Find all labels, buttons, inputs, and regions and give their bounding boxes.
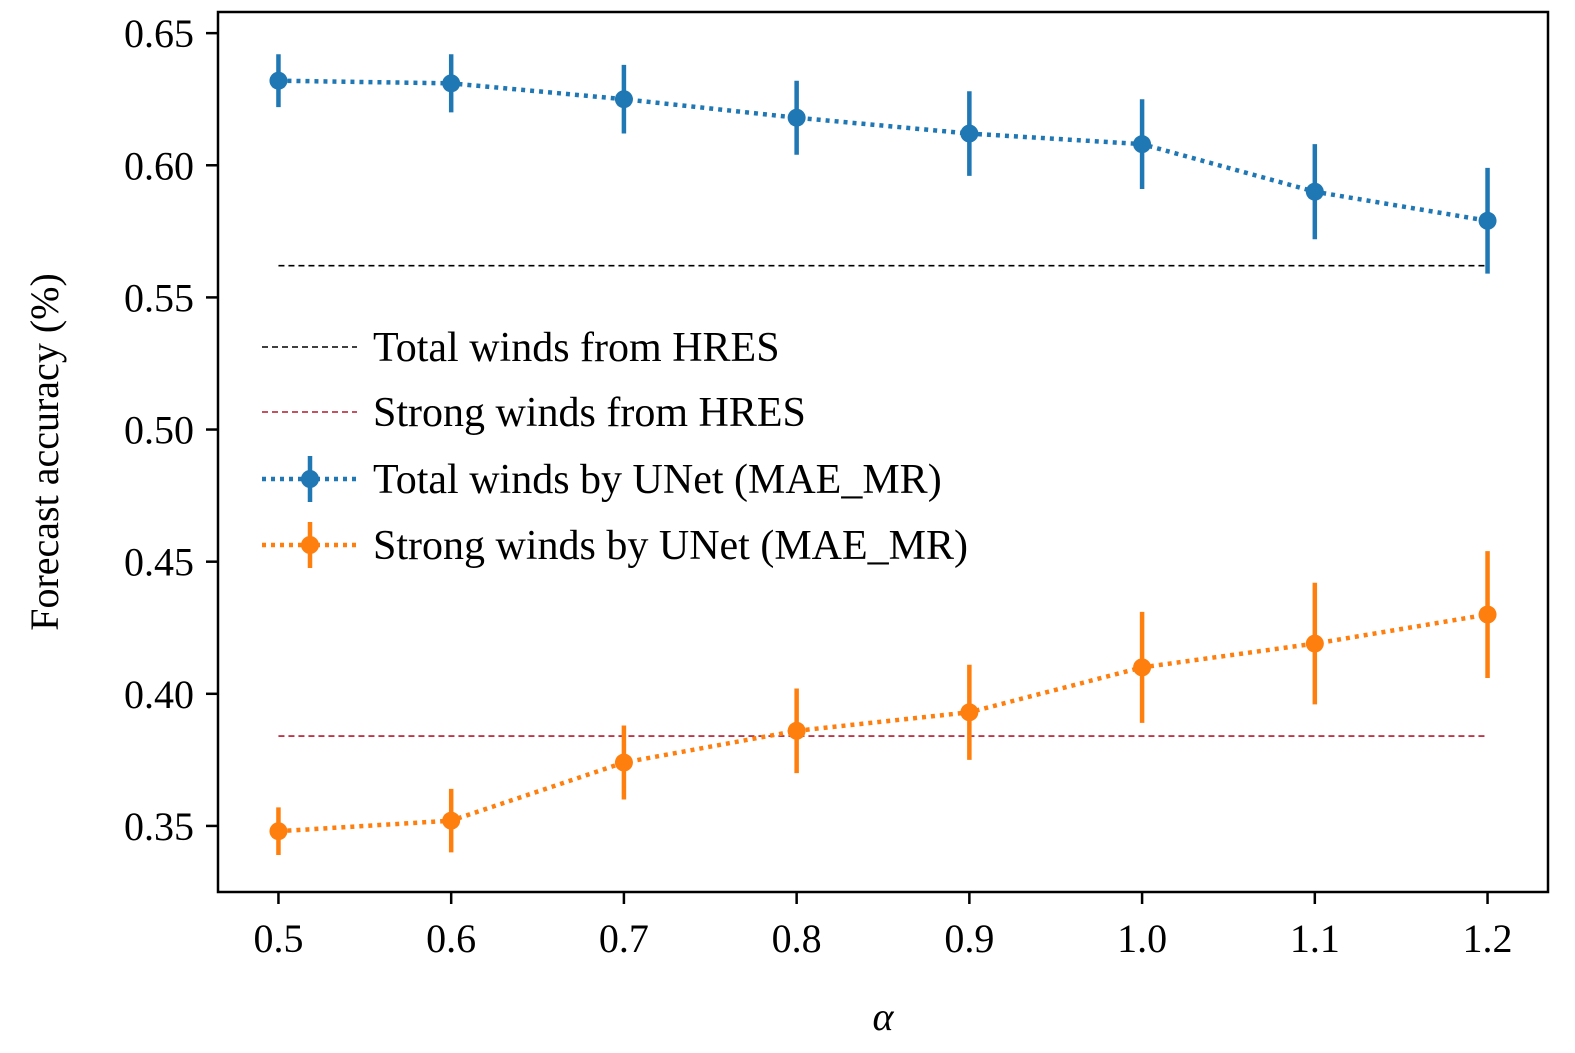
data-point-0-1 [442, 74, 461, 93]
data-point-0-2 [614, 90, 633, 109]
plot-area [269, 54, 1497, 856]
series-1 [269, 551, 1497, 856]
y-tick-label-2: 0.45 [124, 540, 194, 585]
data-point-1-5 [1133, 658, 1152, 677]
legend-entry-2: Total winds by UNet (MAE_MR) [262, 456, 942, 503]
data-point-1-3 [787, 721, 806, 740]
data-point-1-2 [614, 753, 633, 772]
series-0 [269, 54, 1497, 274]
data-point-0-7 [1478, 211, 1497, 230]
data-point-1-0 [269, 822, 288, 841]
legend-label-1: Strong winds from HRES [373, 390, 806, 436]
x-tick-label-2: 0.7 [599, 916, 649, 961]
x-tick-label-6: 1.1 [1290, 916, 1340, 961]
data-point-0-5 [1133, 135, 1152, 154]
legend-swatch-marker-2 [301, 470, 319, 488]
legend-label-3: Strong winds by UNet (MAE_MR) [373, 523, 968, 569]
x-tick-label-7: 1.2 [1463, 916, 1513, 961]
legend: Total winds from HRES Strong winds from H… [262, 325, 968, 569]
legend-label-2: Total winds by UNet (MAE_MR) [373, 457, 942, 503]
y-tick-label-0: 0.35 [124, 804, 194, 849]
axes-frame [216, 10, 1550, 894]
axes: 0.5 0.6 0.7 0.8 0.9 1.0 1.1 1.2 0.35 0.40 0.45 0.50… [124, 10, 1550, 961]
data-point-1-1 [442, 811, 461, 830]
y-tick-label-6: 0.65 [124, 11, 194, 56]
y-tick-label-5: 0.60 [124, 143, 194, 188]
data-point-1-7 [1478, 605, 1497, 624]
x-tick-label-3: 0.8 [772, 916, 822, 961]
x-tick-label-4: 0.9 [944, 916, 994, 961]
x-tick-label-0: 0.5 [253, 916, 303, 961]
data-point-1-6 [1305, 634, 1324, 653]
series-line-1 [278, 612, 1488, 834]
data-point-0-0 [269, 71, 288, 90]
x-tick-label-1: 0.6 [426, 916, 476, 961]
y-tick-label-4: 0.55 [124, 275, 194, 320]
legend-label-0: Total winds from HRES [373, 325, 780, 371]
y-tick-label-1: 0.40 [124, 672, 194, 717]
legend-swatch-marker-3 [301, 536, 319, 554]
data-point-0-3 [787, 108, 806, 127]
data-point-1-4 [960, 703, 979, 722]
legend-entry-0: Total winds from HRES [262, 325, 780, 371]
legend-entry-1: Strong winds from HRES [262, 390, 806, 436]
data-point-0-6 [1305, 182, 1324, 201]
x-axis-label: α [873, 994, 895, 1039]
y-tick-label-3: 0.50 [124, 408, 194, 453]
y-axis-label: Forecast accuracy (%) [22, 273, 67, 631]
legend-entry-3: Strong winds by UNet (MAE_MR) [262, 522, 968, 569]
data-point-0-4 [960, 124, 979, 143]
x-tick-label-5: 1.0 [1117, 916, 1167, 961]
series-line-0 [278, 78, 1488, 223]
